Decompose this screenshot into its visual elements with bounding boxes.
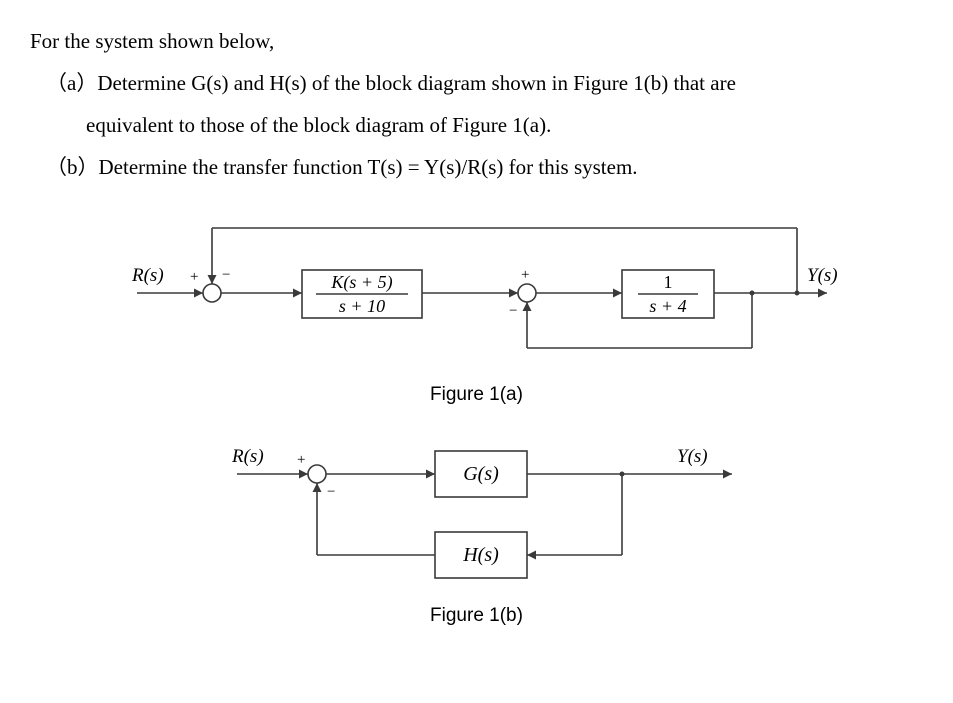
figure-1b-wrap: R(s) + − G(s) Y(s) H(s) Figure 1(b) (30, 424, 923, 627)
figure-1a-caption: Figure 1(a) (30, 384, 923, 406)
part-a-text2: equivalent to those of the block diagram… (86, 113, 551, 137)
svg-text:s + 4: s + 4 (649, 296, 686, 316)
figure-1a-svg: R(s) + − K(s + 5) s + 10 + − 1 s + 4 Y(s) (97, 198, 857, 378)
svg-text:−: − (327, 484, 335, 500)
svg-text:G(s): G(s) (463, 463, 499, 485)
part-b-text: Determine the transfer function T(s) = Y… (99, 155, 638, 179)
figure-1b-caption: Figure 1(b) (30, 605, 923, 627)
svg-text:R(s): R(s) (231, 446, 264, 467)
svg-text:1: 1 (663, 272, 672, 292)
figure-1a-wrap: R(s) + − K(s + 5) s + 10 + − 1 s + 4 Y(s) Figure … (30, 198, 923, 406)
part-a-label: （a） (46, 71, 97, 95)
svg-text:+: + (190, 269, 198, 285)
figure-1b-svg: R(s) + − G(s) Y(s) H(s) (167, 424, 787, 599)
svg-text:s + 10: s + 10 (338, 296, 384, 316)
svg-text:+: + (297, 452, 305, 468)
part-a-cont: equivalent to those of the block diagram… (30, 104, 923, 146)
svg-text:Y(s): Y(s) (677, 446, 708, 467)
problem-statement: For the system shown below, （a）Determine… (30, 20, 923, 188)
part-b-label: （b） (46, 155, 99, 179)
svg-text:+: + (521, 267, 529, 283)
svg-text:−: − (509, 303, 517, 319)
part-a-text1: Determine G(s) and H(s) of the block dia… (97, 71, 736, 95)
svg-text:Y(s): Y(s) (807, 265, 838, 286)
svg-text:R(s): R(s) (131, 265, 164, 286)
svg-text:K(s + 5): K(s + 5) (330, 272, 392, 293)
part-b: （b）Determine the transfer function T(s) … (30, 146, 923, 188)
line-intro: For the system shown below, (30, 20, 923, 62)
svg-text:H(s): H(s) (462, 544, 499, 566)
part-a: （a）Determine G(s) and H(s) of the block … (30, 62, 923, 104)
svg-text:−: − (222, 267, 230, 283)
